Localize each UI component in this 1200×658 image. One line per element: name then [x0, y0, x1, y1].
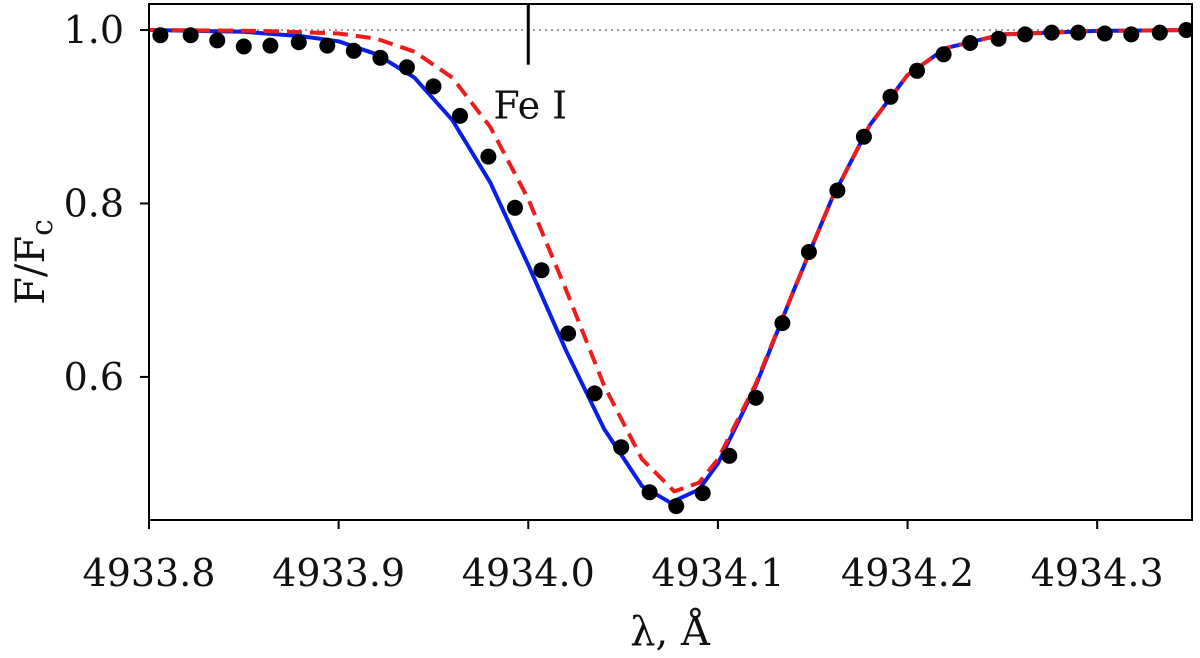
observed-data-point	[290, 34, 307, 51]
observed-data-point	[1017, 26, 1034, 43]
observed-data-point	[774, 315, 791, 332]
observed-data-point	[1151, 24, 1168, 41]
observed-data-point	[1070, 24, 1087, 41]
plot-frame	[148, 3, 1193, 521]
observed-data-point	[855, 128, 872, 145]
observed-data-point	[882, 88, 899, 105]
observed-data-point	[345, 42, 362, 59]
solid-model-line	[149, 28, 1192, 505]
observed-data-point	[990, 30, 1007, 47]
fe-i-label: Fe I	[493, 84, 567, 128]
observed-data-point	[452, 107, 468, 124]
observed-data-point	[747, 389, 764, 406]
x-tick-label: 4934.3	[1031, 551, 1164, 595]
observed-data-point	[829, 182, 846, 199]
observed-data-point	[909, 62, 925, 79]
observed-data-point	[398, 59, 415, 76]
observed-data-point	[152, 27, 169, 44]
y-tick-label: 0.8	[64, 181, 124, 225]
observed-data-point	[694, 485, 711, 502]
x-tick-label: 4933.8	[83, 551, 216, 595]
observed-data-point	[262, 37, 279, 54]
line-marker-layer: Fe I	[493, 4, 567, 128]
y-tick-label: 1.0	[64, 8, 124, 52]
observed-data-point	[1043, 24, 1060, 41]
observed-data-point	[1178, 22, 1192, 38]
observed-data-point	[372, 49, 389, 66]
x-tick-label: 4934.0	[462, 551, 595, 595]
y-tick-label: 0.6	[64, 355, 124, 399]
observed-data-point	[800, 244, 817, 260]
observed-data-point	[319, 37, 336, 54]
observed-data-point	[533, 262, 550, 279]
observed-data-point	[507, 199, 523, 216]
observed-data-point	[613, 439, 630, 456]
y-axis: 0.6 0.8 1.0	[64, 8, 149, 399]
observed-data-point	[586, 385, 603, 402]
observed-data-point	[182, 27, 199, 44]
observed-data-point	[721, 447, 738, 464]
observed-data-point	[425, 78, 442, 95]
x-axis-label: λ, Å	[630, 608, 711, 655]
observed-data-point	[1123, 26, 1140, 43]
observed-points-layer	[152, 22, 1192, 515]
y-axis-label: F/Fc	[8, 219, 60, 305]
observed-data-point	[480, 148, 497, 165]
observed-data-point	[560, 325, 577, 342]
observed-data-point	[209, 32, 226, 49]
x-tick-label: 4934.1	[651, 551, 784, 595]
observed-data-point	[235, 38, 252, 55]
x-axis: 4933.8 4933.9 4934.0 4934.1 4934.2 4934.3	[83, 520, 1164, 595]
observed-data-point	[962, 35, 979, 51]
observed-data-point	[1096, 25, 1113, 42]
y-axis-label-main: F/F	[8, 236, 54, 305]
model-lines-layer	[149, 28, 1192, 505]
observed-data-point	[935, 46, 952, 63]
x-tick-label: 4933.9	[272, 551, 405, 595]
y-axis-label-subscript: c	[25, 219, 60, 236]
x-tick-label: 4934.2	[841, 551, 974, 595]
observed-data-point	[668, 498, 685, 515]
dashed-model-line	[149, 28, 1192, 494]
observed-data-point	[641, 484, 658, 501]
